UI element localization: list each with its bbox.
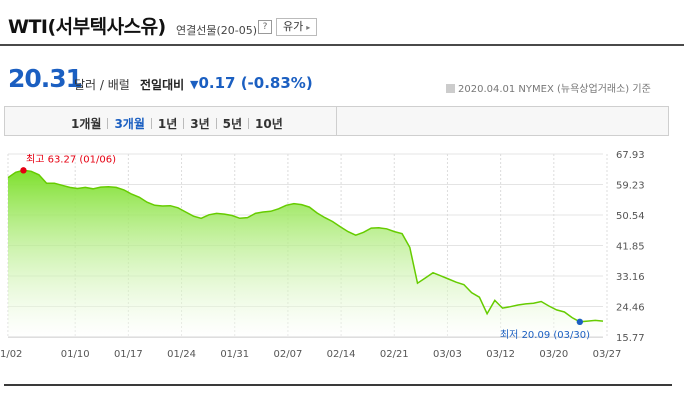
page-title: WTI(서부텍사스유)	[8, 16, 166, 38]
tab-period-4[interactable]: 3년	[190, 117, 210, 131]
y-tick-label: 33.16	[616, 272, 645, 283]
x-tick-label: 02/14	[327, 349, 356, 360]
x-tick-label: 03/20	[539, 349, 568, 360]
change-value: ▼0.17 (-0.83%)	[190, 74, 313, 92]
change-label: 전일대비	[140, 78, 185, 92]
tab-period-3[interactable]: 1년	[157, 117, 178, 131]
calendar-icon	[446, 84, 455, 93]
help-button[interactable]: ?	[258, 20, 272, 34]
high-point-label: 최고 63.27 (01/06)	[26, 153, 116, 165]
price-line	[7, 169, 604, 323]
x-tick-label: 01/17	[114, 349, 143, 360]
price-chart: 67.93 59.23 50.54 41.85 33.16 24.46 15.77 01/02…	[0, 150, 645, 360]
x-tick-label: 01/31	[220, 349, 249, 360]
y-tick-label: 24.46	[616, 303, 645, 314]
tab-separator	[215, 118, 217, 129]
period-tabs: 1개월 3개월 1년 3년 5년 10년	[71, 115, 283, 132]
as-of-info: 2020.04.01 NYMEX (뉴욕상업거래소) 기준	[446, 80, 651, 95]
low-point-marker	[576, 318, 584, 326]
x-tick-label: 03/27	[593, 349, 622, 360]
tab-period-1[interactable]: 1개월	[71, 117, 102, 131]
related-commodity-button[interactable]: 유가 ▸	[276, 18, 318, 36]
x-tick-label: 02/21	[380, 349, 409, 360]
divider	[336, 107, 337, 135]
x-tick-label: 01/02	[0, 349, 22, 360]
tab-separator	[150, 118, 152, 129]
high-point-marker	[20, 167, 27, 174]
tab-period-6[interactable]: 10년	[255, 117, 283, 131]
period-selector: 1개월 3개월 1년 3년 5년 10년	[4, 106, 669, 136]
low-point-label: 최저 20.09 (03/30)	[500, 329, 590, 341]
down-triangle-icon: ▼	[190, 78, 199, 91]
tab-separator	[183, 118, 185, 129]
y-tick-label: 15.77	[616, 333, 645, 344]
y-tick-label: 67.93	[616, 150, 645, 161]
y-tick-label: 59.23	[616, 181, 645, 192]
divider	[4, 384, 672, 386]
tab-separator	[107, 118, 109, 129]
header-bar: WTI(서부텍사스유) 연결선물(20-05) ? 유가 ▸	[0, 0, 684, 46]
price-area	[8, 170, 603, 337]
y-tick-label: 41.85	[616, 242, 645, 253]
tab-period-5[interactable]: 5년	[222, 117, 243, 131]
x-tick-label: 02/07	[273, 349, 302, 360]
change-text: 0.17 (-0.83%)	[198, 74, 313, 92]
price-unit: 달러 / 배럴	[74, 78, 130, 92]
x-tick-label: 01/24	[167, 349, 196, 360]
as-of-text: 2020.04.01 NYMEX (뉴욕상업거래소) 기준	[458, 84, 651, 95]
x-tick-label: 03/03	[433, 349, 462, 360]
y-tick-label: 50.54	[616, 211, 645, 222]
tab-separator	[248, 118, 250, 129]
x-tick-label: 03/12	[486, 349, 515, 360]
current-price: 20.31	[8, 64, 83, 93]
x-tick-label: 01/10	[61, 349, 90, 360]
related-commodity-label: 유가	[283, 20, 304, 33]
contract-subtitle: 연결선물(20-05)	[176, 24, 258, 37]
tab-period-2[interactable]: 3개월	[114, 117, 145, 131]
chevron-right-icon: ▸	[306, 23, 311, 32]
